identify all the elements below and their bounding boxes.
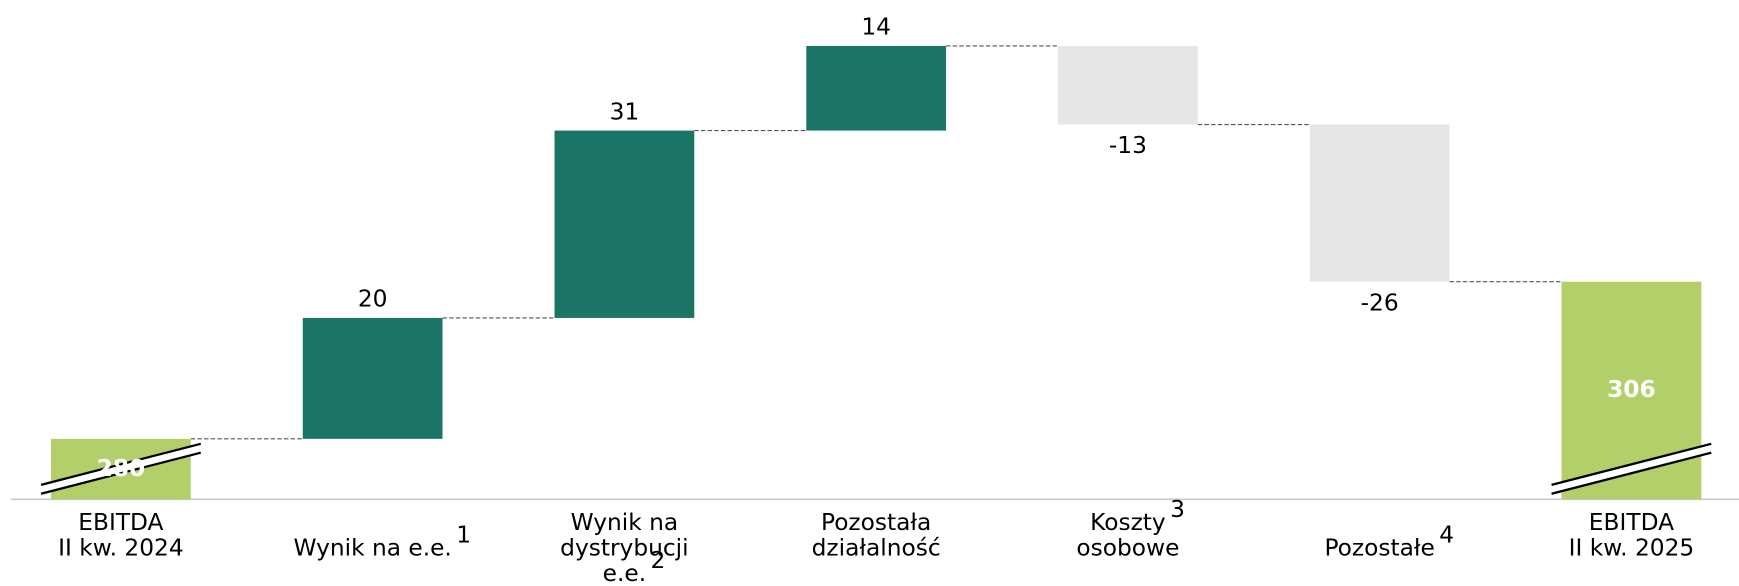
x-tick-label: Wynik na e.e.: [293, 535, 451, 562]
axis-break: [40, 442, 202, 486]
axis-break: [1551, 443, 1712, 494]
bar: [1058, 45, 1198, 125]
value-label: 306: [1607, 376, 1656, 403]
footnote-marker: 1: [456, 521, 471, 548]
value-label: -26: [1361, 289, 1399, 316]
x-tick-label: e.e.: [603, 560, 646, 586]
value-label: -13: [1109, 132, 1147, 159]
value-label: 20: [358, 286, 388, 313]
x-tick-label: Pozostała: [821, 509, 931, 536]
footnote-marker: 2: [651, 547, 666, 574]
x-tick-label: Wynik na: [571, 509, 679, 536]
x-tick-label: EBITDA: [1589, 509, 1674, 536]
bar: [302, 317, 443, 439]
value-label: 31: [610, 98, 640, 125]
x-tick-label: osobowe: [1076, 535, 1179, 562]
value-label: 14: [861, 14, 891, 41]
axis-break: [1551, 451, 1712, 495]
footnote-marker: 3: [1170, 496, 1185, 523]
x-tick-label: działalność: [812, 535, 941, 562]
bar: [806, 45, 947, 131]
footnote-marker: 4: [1439, 521, 1454, 548]
x-tick-label: EBITDA: [78, 509, 163, 536]
value-label: 280: [97, 455, 146, 482]
x-tick-label: Pozostałe: [1324, 535, 1434, 562]
bar: [554, 130, 695, 318]
x-tick-label: Koszty: [1090, 509, 1166, 536]
x-tick-label: II kw. 2025: [1569, 535, 1695, 562]
axis-break: [1551, 442, 1712, 486]
axis-break: [41, 443, 201, 494]
bar: [1561, 281, 1702, 500]
x-tick-label: II kw. 2024: [58, 535, 184, 562]
x-tick-label: dystrybucji: [560, 535, 688, 562]
bar: [1309, 124, 1450, 282]
axis-break: [40, 451, 202, 495]
